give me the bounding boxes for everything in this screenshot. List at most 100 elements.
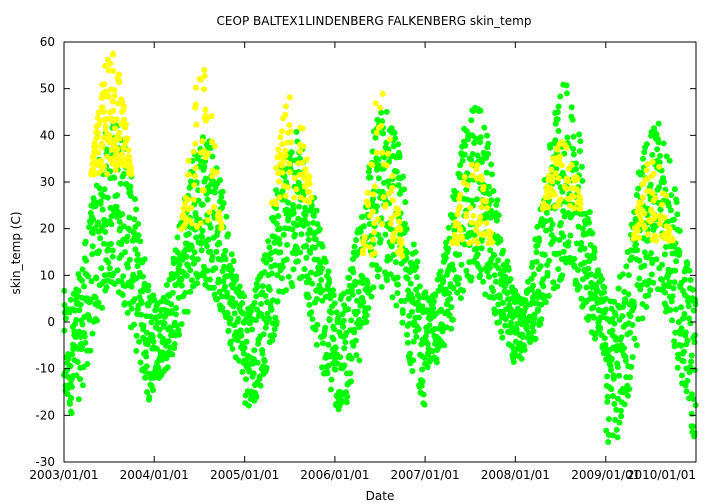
yellow-point [127, 171, 134, 178]
green-point [251, 347, 258, 354]
green-point [592, 335, 599, 342]
green-point [610, 393, 616, 399]
green-point [443, 324, 450, 331]
green-point [650, 279, 657, 286]
green-point [232, 300, 239, 307]
green-point [608, 367, 614, 373]
green-point [604, 373, 611, 380]
yellow-point [93, 123, 100, 130]
green-point [90, 216, 97, 223]
green-point [609, 327, 616, 334]
green-point [595, 267, 601, 274]
green-point [254, 284, 261, 291]
green-point [473, 196, 480, 203]
green-point [209, 253, 216, 260]
green-point [612, 336, 619, 343]
green-point [471, 232, 478, 238]
green-point [285, 215, 292, 222]
green-point [229, 295, 236, 302]
green-point [659, 276, 666, 283]
green-point [150, 387, 157, 393]
yellow-point [277, 161, 284, 168]
green-point [666, 279, 673, 286]
green-point [233, 273, 240, 280]
green-point [79, 321, 86, 328]
green-point [383, 108, 390, 115]
green-point [262, 292, 269, 299]
green-point [668, 192, 675, 199]
yellow-point [454, 211, 461, 218]
green-point [671, 343, 678, 350]
green-point [108, 240, 114, 247]
green-point [133, 347, 140, 354]
green-point [331, 326, 338, 333]
yellow-point [552, 170, 559, 177]
green-point [97, 235, 104, 242]
green-point [94, 317, 100, 324]
yellow-point [389, 173, 396, 179]
green-point [686, 267, 693, 274]
green-point [368, 293, 375, 300]
green-point [661, 251, 668, 258]
green-point [618, 334, 625, 341]
green-point [241, 293, 248, 300]
green-point [641, 262, 648, 269]
green-point [231, 310, 238, 317]
green-point [493, 201, 500, 208]
green-point [537, 321, 544, 327]
green-point [647, 287, 654, 294]
yellow-point [545, 204, 552, 211]
green-point [84, 361, 91, 367]
green-point [547, 226, 554, 232]
green-point [446, 290, 452, 297]
green-point [259, 283, 266, 290]
green-point [114, 267, 121, 274]
green-point [673, 199, 680, 206]
green-point [207, 224, 214, 231]
green-point [478, 245, 485, 252]
green-point [488, 161, 495, 168]
yellow-point [111, 92, 118, 99]
green-point [657, 206, 664, 213]
green-point [575, 267, 581, 273]
green-point [313, 207, 320, 214]
yellow-point [474, 222, 481, 229]
yellow-point [658, 233, 665, 239]
yellow-point [478, 176, 485, 183]
green-point [592, 330, 599, 337]
yellow-point [389, 237, 396, 244]
green-point [463, 267, 470, 274]
yellow-point [630, 235, 637, 242]
green-point [628, 254, 635, 261]
green-point [672, 306, 679, 313]
y-tick-label: 20 [40, 222, 55, 236]
yellow-point [452, 222, 459, 229]
green-point [360, 223, 367, 230]
green-point [450, 285, 457, 292]
green-point [387, 255, 394, 262]
yellow-point [91, 143, 98, 150]
green-point [372, 134, 379, 141]
green-point [629, 354, 636, 361]
green-point [506, 302, 513, 308]
yellow-point [479, 231, 486, 238]
green-point [483, 169, 490, 176]
green-point [392, 259, 399, 266]
green-point [570, 151, 577, 158]
green-point [469, 151, 476, 157]
green-point [363, 318, 370, 325]
green-point [485, 151, 492, 157]
green-point [322, 258, 329, 265]
green-point [535, 306, 541, 313]
green-point [308, 309, 315, 316]
yellow-point [101, 108, 108, 115]
green-point [276, 240, 283, 247]
green-point [340, 323, 347, 330]
yellow-point [379, 221, 386, 227]
green-point [128, 283, 135, 290]
green-point [497, 294, 503, 301]
green-point [278, 275, 285, 282]
green-point [482, 291, 489, 298]
green-point [185, 262, 192, 269]
yellow-point [185, 157, 192, 164]
